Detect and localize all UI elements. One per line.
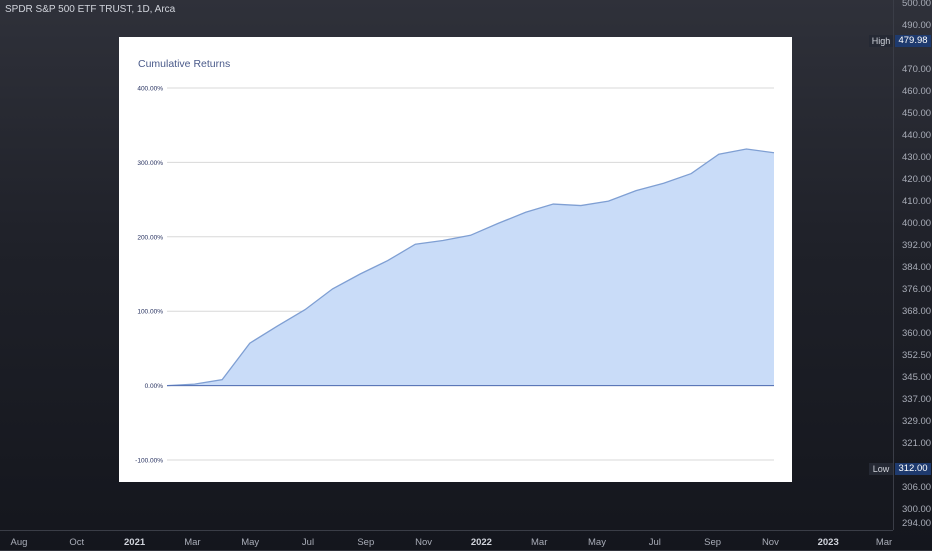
price-tick-label: 337.00 — [902, 394, 932, 405]
time-tick-label: 2022 — [470, 537, 492, 548]
data-point — [690, 172, 693, 175]
cumulative-returns-chart: Cumulative Returns 400.00% 300.00% 200.00%… — [135, 58, 775, 465]
price-tick-label: 321.00 — [902, 438, 932, 449]
time-tick-label: Jul — [648, 537, 661, 548]
time-tick-label: Sep — [357, 537, 375, 548]
time-tick-label: Nov — [415, 537, 433, 548]
data-point — [276, 324, 279, 327]
price-tick-label: 352.50 — [902, 350, 932, 361]
data-point — [221, 378, 224, 381]
data-point — [414, 243, 417, 246]
returns-line — [166, 148, 775, 387]
price-tick-label: 329.00 — [902, 416, 932, 427]
price-axis[interactable]: 500.00 490.00 470.00 460.00 450.00 440.00 430.… — [893, 0, 932, 530]
time-tick-label: Sep — [704, 537, 722, 548]
data-point — [386, 259, 389, 262]
data-point — [579, 204, 582, 207]
time-tick-label: Aug — [10, 537, 28, 548]
price-tick-label: 345.00 — [902, 372, 932, 383]
data-point — [165, 384, 168, 387]
price-tick-label: 294.00 — [902, 518, 932, 529]
data-point — [717, 153, 720, 156]
data-point — [193, 383, 196, 386]
low-label: Low — [869, 463, 893, 475]
chart-title: SPDR S&P 500 ETF TRUST, 1D, Arca — [5, 4, 176, 15]
data-point — [303, 308, 306, 311]
data-point — [634, 189, 637, 192]
price-tick-label: 400.00 — [902, 218, 932, 229]
price-tick-label: 368.00 — [902, 306, 932, 317]
price-tick-label: 376.00 — [902, 284, 932, 295]
price-tick-label: 450.00 — [902, 108, 932, 119]
data-point — [331, 287, 334, 290]
price-tick-label: 460.00 — [902, 86, 932, 97]
price-tick-label: 306.00 — [902, 482, 932, 493]
price-tick-label: 500.00 — [902, 0, 932, 9]
data-point — [552, 202, 555, 205]
price-tick-label: 490.00 — [902, 20, 932, 31]
time-tick-label: Mar — [875, 537, 893, 548]
price-tick-label: 410.00 — [902, 196, 932, 207]
time-tick-label: Nov — [761, 537, 779, 548]
data-point — [524, 211, 527, 214]
time-tick-label: 2021 — [124, 537, 146, 548]
price-tick-label: 360.00 — [902, 328, 932, 339]
time-tick-label: May — [241, 537, 260, 548]
data-point — [441, 239, 444, 242]
time-tick-label: May — [588, 537, 606, 548]
y-tick-label: 400.00% — [137, 86, 163, 93]
price-tick-label: 392.00 — [902, 240, 932, 251]
data-point — [496, 222, 499, 225]
y-tick-label: -100.00% — [135, 458, 163, 465]
high-value: 479.98 — [895, 35, 931, 47]
price-tick-label: 440.00 — [902, 130, 932, 141]
returns-area — [167, 149, 774, 386]
time-tick-label: Oct — [69, 537, 85, 548]
data-point — [359, 272, 362, 275]
price-tick-label: 430.00 — [902, 152, 932, 163]
time-tick-label: Mar — [184, 537, 201, 548]
time-axis[interactable]: Aug Oct 2021 Mar May Jul Sep Nov 2022 Mar May Jul Se… — [0, 530, 893, 551]
y-tick-label: 0.00% — [145, 383, 164, 390]
price-tick-label: 384.00 — [902, 262, 932, 273]
data-point — [469, 234, 472, 237]
data-point — [772, 151, 775, 154]
y-tick-label: 300.00% — [137, 160, 163, 167]
high-label: High — [869, 35, 893, 47]
data-point — [745, 147, 748, 150]
cumulative-returns-panel: Cumulative Returns 400.00% 300.00% 200.00%… — [119, 37, 792, 482]
time-tick-label: Jul — [301, 537, 315, 548]
price-tick-label: 420.00 — [902, 174, 932, 185]
y-tick-label: 200.00% — [137, 234, 163, 241]
data-point — [607, 199, 610, 202]
price-tick-label: 470.00 — [902, 64, 932, 75]
chart-title-text: Cumulative Returns — [138, 58, 230, 70]
time-tick-label: 2023 — [817, 537, 839, 548]
data-point — [662, 182, 665, 185]
y-tick-label: 100.00% — [137, 309, 163, 316]
price-tick-label: 300.00 — [902, 504, 932, 515]
time-tick-label: Mar — [531, 537, 548, 548]
low-value: 312.00 — [895, 463, 931, 475]
data-point — [248, 342, 251, 345]
